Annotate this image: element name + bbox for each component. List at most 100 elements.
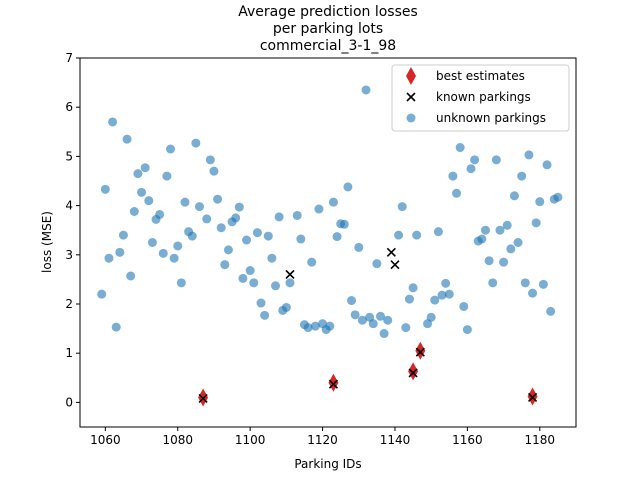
unknown-parking-point	[372, 259, 382, 269]
unknown-parking-point	[546, 306, 556, 316]
unknown-parking-point	[140, 163, 150, 173]
unknown-parking-point	[260, 310, 270, 320]
x-axis-label: Parking IDs	[294, 457, 361, 471]
unknown-parking-point	[480, 225, 490, 235]
unknown-parking-point	[375, 311, 385, 321]
y-axis-label: loss (MSE)	[40, 211, 54, 273]
unknown-parking-point	[459, 301, 469, 311]
unknown-parking-point	[430, 295, 440, 305]
unknown-parking-point	[205, 155, 215, 165]
unknown-parking-point	[223, 245, 233, 255]
unknown-parking-point	[118, 230, 128, 240]
y-tick-label: 1	[65, 346, 73, 360]
known-parking-point	[328, 379, 338, 389]
unknown-parking-point	[191, 138, 201, 148]
y-tick-label: 0	[65, 395, 73, 409]
unknown-parking-point	[180, 197, 190, 207]
unknown-parking-point	[455, 143, 465, 153]
x-tick-label: 1180	[525, 433, 556, 447]
unknown-parking-point	[173, 241, 183, 251]
chart-title-line-1: Average prediction losses	[238, 4, 418, 20]
unknown-parking-point	[452, 188, 462, 198]
unknown-parking-point	[133, 169, 143, 179]
data-points	[97, 85, 563, 407]
unknown-parking-point	[100, 184, 110, 194]
unknown-parking-point	[122, 134, 132, 144]
unknown-parking-point	[144, 196, 154, 206]
known-parking-point	[408, 368, 418, 378]
unknown-parking-point	[271, 281, 281, 291]
unknown-parking-point	[394, 230, 404, 240]
chart-title: Average prediction losses per parking lo…	[238, 4, 418, 54]
unknown-parking-point	[531, 218, 541, 228]
y-tick-label: 7	[65, 51, 73, 65]
known-parking-point	[415, 347, 425, 357]
unknown-parking-point	[245, 266, 255, 276]
unknown-parking-point	[242, 235, 252, 245]
unknown-parking-point	[194, 202, 204, 212]
x-tick-label: 1140	[380, 433, 411, 447]
unknown-parking-point	[528, 288, 538, 298]
y-tick-label: 2	[65, 297, 73, 311]
unknown-parking-point	[220, 260, 230, 270]
unknown-parking-point	[524, 150, 534, 160]
unknown-parking-point	[361, 85, 371, 95]
x-tick-label: 1060	[90, 433, 121, 447]
unknown-parking-point	[234, 202, 244, 212]
known-parking-point	[285, 269, 295, 280]
unknown-parking-point	[111, 322, 121, 332]
unknown-parking-point	[535, 197, 545, 207]
unknown-parking-point	[267, 253, 277, 263]
unknown-parking-point	[538, 279, 548, 289]
legend-box	[391, 64, 570, 132]
unknown-parking-point	[343, 182, 353, 192]
unknown-parking-point	[484, 256, 494, 266]
unknown-parking-point	[252, 228, 262, 238]
unknown-parking-point	[357, 315, 367, 325]
unknown-parking-point	[517, 171, 527, 181]
unknown-parking-point	[502, 220, 512, 230]
x-tick-label: 1160	[452, 433, 483, 447]
unknown-parking-point	[216, 223, 226, 233]
unknown-parking-point	[296, 234, 306, 244]
legend-marker	[406, 67, 416, 85]
unknown-parking-point	[401, 323, 411, 333]
unknown-parking-point	[354, 242, 364, 252]
unknown-parking-point	[520, 278, 530, 288]
unknown-parking-point	[238, 273, 248, 283]
x-tick-label: 1100	[235, 433, 266, 447]
unknown-parking-point	[310, 321, 320, 331]
legend-label: best estimates	[436, 69, 525, 83]
legend-marker	[406, 113, 416, 123]
unknown-parking-point	[281, 302, 291, 312]
unknown-parking-point	[166, 144, 176, 154]
unknown-parking-point	[285, 278, 295, 288]
unknown-parking-point	[426, 312, 436, 322]
unknown-parking-point	[408, 283, 418, 293]
unknown-parking-point	[509, 191, 519, 201]
unknown-parking-point	[470, 155, 480, 165]
legend-label: known parkings	[436, 90, 531, 104]
unknown-parking-point	[202, 214, 212, 224]
unknown-parking-point	[462, 325, 472, 335]
known-parking-point	[390, 260, 400, 270]
unknown-parking-point	[347, 296, 357, 306]
unknown-parking-point	[115, 247, 125, 257]
unknown-parking-point	[328, 197, 338, 207]
unknown-parking-point	[542, 160, 552, 170]
unknown-parking-point	[314, 204, 324, 214]
unknown-parking-point	[506, 244, 516, 254]
chart-title-line-3: commercial_3-1_98	[260, 38, 396, 54]
unknown-parking-point	[147, 238, 157, 247]
unknown-parking-point	[499, 257, 509, 267]
unknown-parking-point	[325, 321, 335, 331]
unknown-parking-point	[513, 238, 523, 247]
unknown-parking-point	[397, 202, 407, 212]
unknown-parking-point	[350, 310, 360, 320]
unknown-parking-point	[477, 234, 487, 244]
plot-frame	[79, 57, 577, 428]
unknown-parking-point	[383, 315, 393, 325]
unknown-parking-point	[444, 289, 454, 299]
legend-label: unknown parkings	[436, 111, 546, 125]
